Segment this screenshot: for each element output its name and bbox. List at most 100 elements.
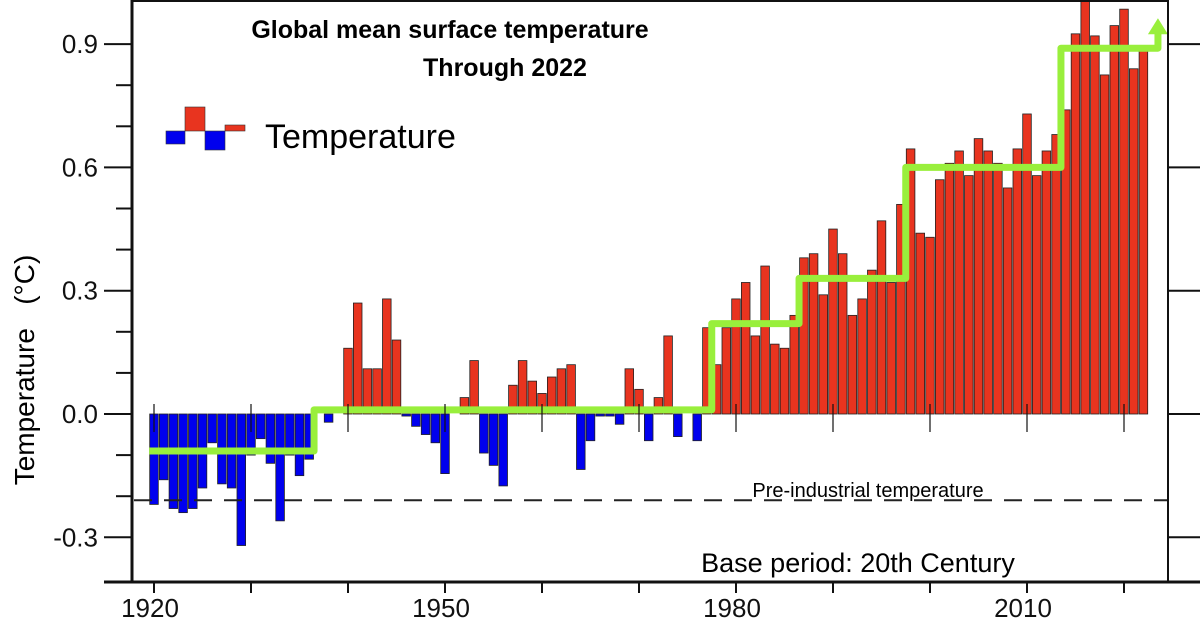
bar-1956 [498, 413, 508, 487]
bar-1947 [411, 413, 421, 427]
bar-1971 [644, 413, 654, 442]
bar-1955 [488, 413, 499, 466]
bar-1987 [799, 257, 809, 415]
x-tick-label: 2010 [994, 593, 1052, 623]
bar-1974 [673, 413, 683, 438]
bar-1972 [653, 397, 664, 415]
bar-1984 [770, 343, 780, 415]
bar-1935 [294, 413, 305, 477]
trend-arrow-icon [1147, 18, 1168, 35]
bar-1958 [517, 360, 528, 415]
bar-1948 [420, 413, 431, 435]
bar-1962 [556, 368, 567, 415]
bar-1953 [469, 360, 479, 415]
bar-2007 [993, 162, 1003, 415]
bar-1980 [731, 298, 741, 415]
x-tick-label: 1950 [412, 593, 470, 623]
y-tick-label: 0.0 [62, 399, 98, 429]
chart-subtitle: Through 2022 [423, 54, 587, 82]
bar-1985 [779, 347, 790, 415]
bar-1924 [188, 413, 198, 509]
bar-1921 [158, 413, 169, 481]
x-tick-label: 1980 [703, 593, 761, 623]
bar-2011 [1032, 175, 1042, 415]
bar-1996 [886, 282, 896, 415]
bar-2003 [954, 150, 964, 415]
bar-1934 [285, 413, 295, 456]
bar-2020 [1119, 8, 1129, 415]
bar-1954 [479, 413, 489, 454]
bar-1976 [692, 413, 702, 442]
y-tick-label: 0.9 [62, 29, 98, 59]
bar-1943 [372, 368, 382, 415]
bar-1990 [828, 228, 838, 415]
bar-2016 [1080, 0, 1090, 415]
bar-2004 [964, 175, 974, 415]
y-axis-label: Temperature (°C) [9, 255, 40, 486]
y-tick-label: -0.3 [53, 522, 98, 552]
bar-1959 [527, 380, 538, 415]
bar-1992 [847, 314, 858, 415]
bars-group [149, 0, 1149, 546]
bar-1981 [741, 282, 751, 415]
bar-1926 [207, 413, 217, 444]
legend: Temperature [165, 106, 456, 156]
bar-2008 [1002, 187, 1013, 415]
bar-1966 [595, 413, 605, 417]
bar-2009 [1012, 148, 1023, 415]
bar-1986 [789, 314, 799, 415]
bar-2018 [1099, 74, 1110, 415]
bar-1964 [576, 413, 586, 470]
legend-label: Temperature [265, 118, 456, 156]
bar-1993 [857, 298, 867, 415]
bar-2002 [944, 162, 955, 415]
bar-1957 [508, 384, 518, 415]
step-trend-line [149, 32, 1162, 455]
bar-2017 [1090, 35, 1100, 415]
base-period-annotation: Base period: 20th Century [701, 548, 1015, 578]
bar-2015 [1070, 33, 1081, 415]
bar-1938 [323, 413, 334, 423]
bar-1932 [265, 413, 276, 464]
bar-1963 [566, 364, 576, 415]
bar-1995 [876, 220, 887, 415]
reference-line-label: Pre-industrial temperature [752, 480, 983, 502]
bar-2022 [1138, 49, 1149, 415]
bar-1968 [614, 413, 625, 425]
bar-1931 [255, 413, 266, 440]
bar-1965 [585, 413, 596, 442]
bar-1994 [867, 269, 877, 415]
bar-1922 [168, 413, 179, 509]
bar-1991 [838, 253, 848, 415]
chart-title: Global mean surface temperature [251, 16, 648, 44]
bar-1988 [808, 253, 819, 415]
bar-1952 [459, 397, 470, 415]
bar-1997 [896, 203, 906, 415]
bar-2012 [1041, 150, 1052, 415]
bar-1945 [391, 339, 402, 415]
bar-2021 [1129, 68, 1139, 415]
bar-2010 [1022, 113, 1032, 415]
bar-1929 [236, 413, 247, 546]
bar-1946 [401, 413, 411, 417]
bar-1933 [275, 413, 285, 522]
axes-group: -0.3 0.0 0.3 0.6 0.9 1920 1950 1980 2010 [53, 0, 1200, 623]
bar-1983 [760, 265, 770, 415]
y-tick-label: 0.6 [62, 152, 98, 182]
bar-1923 [178, 413, 188, 514]
bar-1982 [750, 335, 761, 415]
bar-1967 [605, 413, 615, 417]
bar-2001 [935, 179, 945, 415]
bar-1999 [915, 232, 926, 415]
bar-1944 [382, 298, 392, 415]
bar-1969 [624, 368, 635, 415]
bar-1941 [352, 302, 363, 415]
bar-1973 [663, 335, 673, 415]
bar-2013 [1051, 134, 1061, 415]
y-tick-label: 0.3 [62, 276, 98, 306]
bar-1949 [430, 413, 441, 444]
bar-1979 [721, 327, 732, 415]
legend-bars-icon [165, 106, 246, 151]
bar-2014 [1061, 109, 1071, 415]
